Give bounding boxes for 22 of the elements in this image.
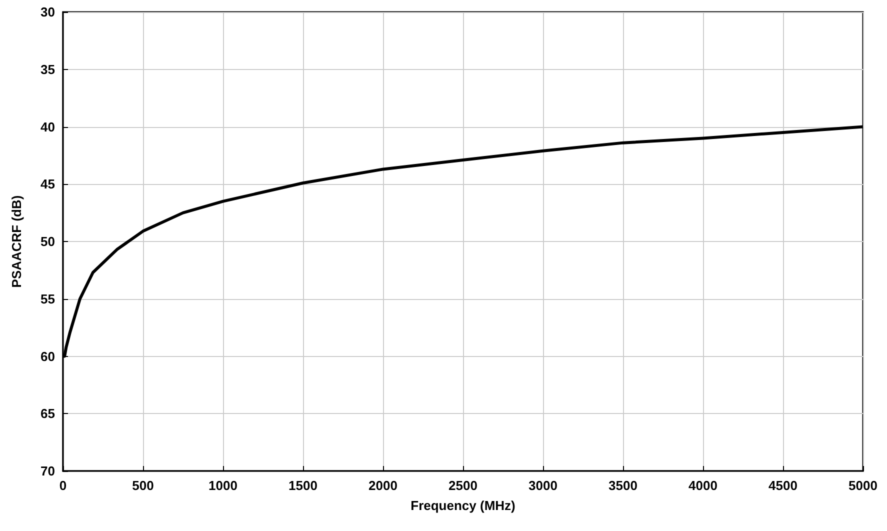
x-tick-label: 3000	[528, 478, 558, 493]
y-tick-label: 50	[40, 234, 55, 249]
x-tick-label: 4500	[768, 478, 798, 493]
x-tick-label: 2000	[368, 478, 398, 493]
x-tick-label: 1500	[288, 478, 318, 493]
y-tick-label: 30	[40, 4, 55, 20]
y-tick-label: 55	[40, 291, 55, 306]
y-tick-label: 35	[40, 62, 55, 77]
y-tick-label: 65	[40, 406, 55, 422]
x-tick-label: 500	[132, 478, 154, 493]
x-axis-title: Frequency (MHz)	[410, 498, 516, 513]
x-tick-label: 1000	[208, 478, 238, 493]
y-tick-label: 40	[40, 119, 55, 134]
x-tick-label: 5000	[848, 478, 878, 493]
y-tick-label: 45	[40, 176, 55, 192]
x-tick-label: 2500	[448, 478, 478, 493]
y-tick-label: 70	[40, 464, 55, 478]
x-tick-label: 0	[59, 478, 67, 493]
y-tick-label: 60	[40, 348, 55, 364]
y-axis-title: PSAACRF (dB)	[9, 195, 24, 288]
x-tick-label: 3500	[608, 478, 638, 493]
x-tick-label: 4000	[688, 478, 718, 493]
